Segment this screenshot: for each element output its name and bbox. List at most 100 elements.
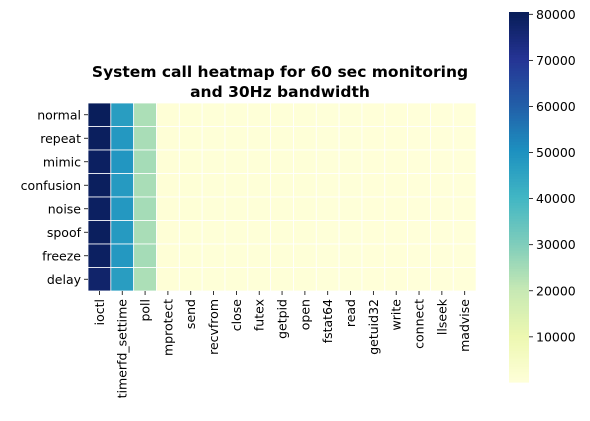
heatmap-cell <box>110 149 135 174</box>
colorbar-tick-label: 40000 <box>536 191 576 206</box>
colorbar-segment <box>509 339 529 343</box>
heatmap-cell <box>247 243 272 268</box>
row-label: spoof <box>47 225 82 240</box>
colorbar-segment <box>509 123 529 127</box>
colorbar-segment <box>509 107 529 111</box>
column-label: send <box>183 299 198 329</box>
colorbar-segment <box>509 342 529 346</box>
heatmap-cell <box>133 173 157 198</box>
column-label: close <box>229 299 244 332</box>
colorbar-segment <box>509 181 529 185</box>
heatmap-cell <box>315 102 340 127</box>
colorbar-segment <box>509 271 529 275</box>
heatmap-cell <box>247 126 272 151</box>
heatmap-cell <box>156 267 180 292</box>
heatmap-cell <box>247 149 272 174</box>
colorbar-segment <box>509 43 529 47</box>
colorbar-segment <box>509 101 529 106</box>
colorbar-segment <box>509 186 529 190</box>
colorbar-segment <box>509 210 529 214</box>
colorbar-segment <box>509 284 529 288</box>
heatmap-cell <box>201 267 226 292</box>
colorbar-tick-label: 10000 <box>536 329 576 344</box>
heatmap-cell <box>224 149 249 174</box>
colorbar-tick-label: 70000 <box>536 53 576 68</box>
heatmap-cell <box>133 267 157 292</box>
heatmap-cell <box>430 149 454 174</box>
heatmap-cell <box>224 243 249 268</box>
colorbar-segment <box>509 300 529 304</box>
colorbar-segment <box>509 136 529 140</box>
colorbar-tick-label: 30000 <box>536 237 576 252</box>
colorbar-segment <box>509 141 529 145</box>
colorbar-segment <box>509 12 529 16</box>
colorbar-segment <box>509 244 529 248</box>
heatmap-cell <box>338 196 363 221</box>
heatmap-cell <box>407 102 431 127</box>
colorbar-segment <box>509 72 529 77</box>
heatmap-cell <box>270 196 294 221</box>
heatmap-cell <box>178 149 203 174</box>
row-labels: normal repeat mimic confusion noise spoof free… <box>21 107 88 287</box>
heatmap-cell <box>110 196 135 221</box>
heatmap-cell <box>247 196 272 221</box>
heatmap-cell <box>407 196 431 221</box>
heatmap-cell <box>361 173 386 198</box>
heatmap-cell <box>361 102 386 127</box>
heatmap-cell <box>178 267 203 292</box>
colorbar-segment <box>509 326 529 330</box>
colorbar-segment <box>509 96 529 100</box>
colorbar-segment <box>509 62 529 66</box>
heatmap-cell <box>87 243 112 268</box>
heatmap-cell <box>87 267 112 292</box>
colorbar-segment <box>509 112 529 116</box>
colorbar-segment <box>509 173 529 177</box>
heatmap-cell <box>156 196 180 221</box>
heatmap-cell <box>293 126 317 151</box>
column-label: getuid32 <box>366 299 381 355</box>
colorbar-segment <box>509 194 529 198</box>
colorbar-tick-label: 60000 <box>536 99 576 114</box>
column-label: poll <box>138 299 153 322</box>
heatmap-cell <box>384 243 409 268</box>
colorbar-tick-label: 20000 <box>536 283 576 298</box>
heatmap-cell <box>133 220 157 245</box>
heatmap-cell <box>156 149 180 174</box>
heatmap-cells <box>87 102 477 292</box>
heatmap-cell <box>361 220 386 245</box>
colorbar-segment <box>509 54 529 58</box>
heatmap-cell <box>338 173 363 198</box>
heatmap-cell <box>156 126 180 151</box>
column-label: read <box>343 299 358 327</box>
column-label: write <box>389 299 404 331</box>
heatmap-cell <box>338 243 363 268</box>
colorbar-segment <box>509 154 529 158</box>
heatmap-cell <box>247 102 272 127</box>
colorbar-segment <box>509 231 529 235</box>
heatmap-cell <box>293 173 317 198</box>
column-labels: ioctl timerfd_settime poll mprotect send recv… <box>92 291 472 398</box>
colorbar-segment <box>509 313 529 317</box>
heatmap-cell <box>384 220 409 245</box>
colorbar-segment <box>509 292 529 296</box>
column-label: mprotect <box>160 299 175 356</box>
colorbar-segment <box>509 265 529 269</box>
heatmap-cell <box>133 126 157 151</box>
heatmap-cell <box>270 220 294 245</box>
heatmap-cell <box>224 102 249 127</box>
colorbar-segment <box>509 99 529 103</box>
colorbar-segment <box>509 289 529 293</box>
heatmap-cell <box>201 149 226 174</box>
heatmap-cell <box>133 196 157 221</box>
colorbar-segment <box>509 160 529 164</box>
heatmap-cell <box>201 126 226 151</box>
colorbar-segment <box>509 38 529 42</box>
colorbar-segment <box>509 257 529 262</box>
heatmap-cell <box>133 149 157 174</box>
heatmap-cell <box>133 243 157 268</box>
heatmap-cell <box>156 173 180 198</box>
heatmap-cell <box>430 243 454 268</box>
heatmap-cell <box>178 102 203 127</box>
heatmap-cell <box>87 173 112 198</box>
